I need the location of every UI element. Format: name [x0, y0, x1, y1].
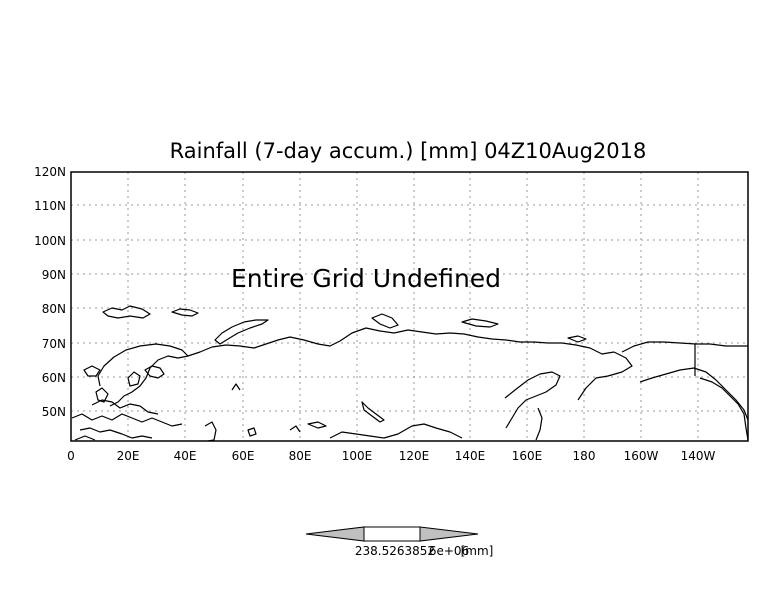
colorbar-right-arrow: [419, 526, 479, 542]
colorbar-value-label: 238.5263852: [355, 544, 435, 558]
y-tick-label: 90N: [42, 268, 66, 282]
x-tick-label: 140E: [455, 449, 486, 463]
y-tick-label: 60N: [42, 371, 66, 385]
colorbar: 238.5263852 6e+06 [mm]: [305, 526, 494, 558]
x-tick-label: 120E: [399, 449, 430, 463]
x-axis-labels: 0 20E 40E 60E 80E 100E 120E 140E 160E 180 160W 140W: [67, 449, 715, 463]
x-tick-label: 160E: [512, 449, 543, 463]
y-tick-label: 80N: [42, 302, 66, 316]
y-tick-label: 50N: [42, 405, 66, 419]
x-tick-label: 80E: [289, 449, 312, 463]
map-frame: [70, 171, 749, 442]
y-axis-labels: 120N 110N 100N 90N 80N 70N 60N 50N: [34, 165, 66, 419]
colorbar-center-box: [363, 526, 421, 542]
x-tick-label: 140W: [681, 449, 716, 463]
x-tick-label: 60E: [232, 449, 255, 463]
x-tick-label: 180: [573, 449, 596, 463]
y-tick-label: 120N: [34, 165, 66, 179]
y-tick-label: 110N: [34, 199, 66, 213]
map-title: Rainfall (7-day accum.) [mm] 04Z10Aug201…: [170, 139, 647, 163]
undefined-grid-message: Entire Grid Undefined: [231, 264, 501, 293]
coastlines: [71, 305, 749, 442]
x-tick-label: 40E: [174, 449, 197, 463]
colorbar-unit-label: [mm]: [461, 544, 494, 558]
y-tick-label: 100N: [34, 234, 66, 248]
x-tick-label: 20E: [117, 449, 140, 463]
gridlines: [71, 172, 748, 441]
colorbar-overlap-label: 6e+06: [429, 544, 469, 558]
x-tick-label: 0: [67, 449, 75, 463]
y-tick-label: 70N: [42, 337, 66, 351]
colorbar-left-arrow: [305, 526, 365, 542]
x-tick-label: 100E: [342, 449, 373, 463]
x-tick-label: 160W: [624, 449, 659, 463]
